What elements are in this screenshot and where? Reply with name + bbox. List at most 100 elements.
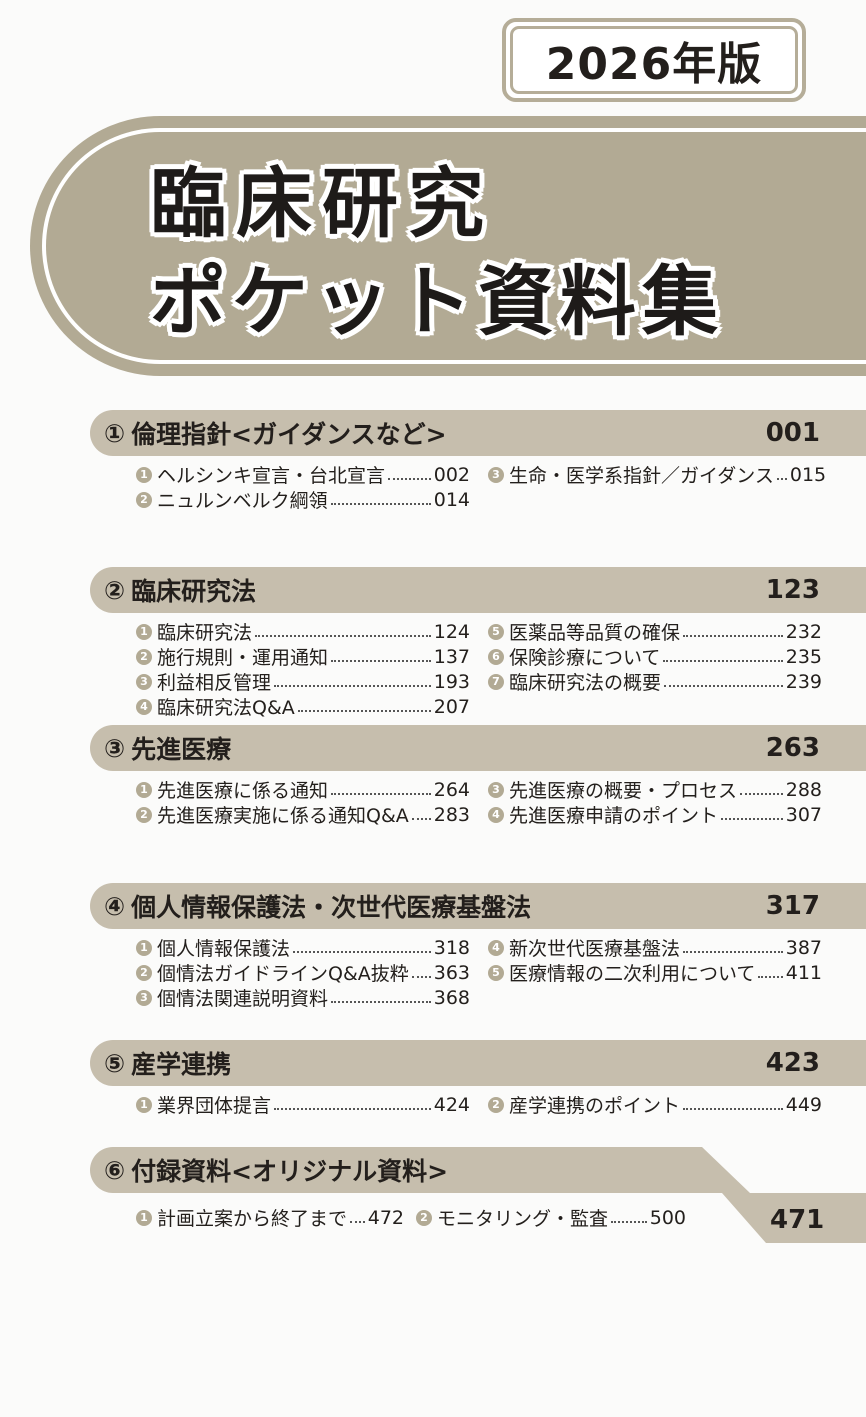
section-number: ① bbox=[104, 418, 126, 448]
toc-item[interactable]: 2 施行規則・運用通知 137 bbox=[136, 644, 470, 669]
item-page: 015 bbox=[789, 463, 827, 486]
dot-leader bbox=[683, 634, 783, 637]
toc-item[interactable]: 2 モニタリング・監査 500 bbox=[416, 1205, 686, 1230]
item-number-badge: 1 bbox=[136, 1209, 152, 1226]
item-page: 449 bbox=[785, 1093, 822, 1116]
item-page: 368 bbox=[433, 986, 470, 1009]
item-page: 363 bbox=[433, 961, 470, 984]
item-number-badge: 5 bbox=[488, 964, 504, 981]
toc-item[interactable]: 7 臨床研究法の概要 239 bbox=[488, 669, 822, 694]
item-label: 先進医療実施に係る通知Q&A bbox=[157, 805, 409, 827]
toc-item[interactable]: 2 ニュルンベルク綱領 014 bbox=[136, 487, 470, 512]
dot-leader bbox=[255, 634, 431, 637]
item-page: 318 bbox=[433, 936, 470, 959]
section-page: 123 bbox=[765, 575, 820, 605]
title-line-2: ポケット資料集 bbox=[150, 257, 724, 346]
dot-leader bbox=[274, 684, 431, 687]
item-number-badge: 2 bbox=[488, 1096, 504, 1113]
item-label: ヘルシンキ宣言・台北宣言 bbox=[157, 465, 386, 487]
section-title: 付録資料<オリジナル資料> bbox=[131, 1157, 449, 1186]
section-header[interactable]: ⑥ 付録資料<オリジナル資料> bbox=[90, 1147, 866, 1193]
section-5: ⑤ 産学連携 423 1 業界団体提言 424 2 産学連携のポイント 449 bbox=[90, 1040, 866, 1117]
section-number: ⑤ bbox=[104, 1048, 126, 1078]
dot-leader bbox=[297, 709, 431, 712]
section-title: 先進医療 bbox=[131, 735, 232, 764]
section-title: 産学連携 bbox=[131, 1050, 232, 1079]
item-number-badge: 2 bbox=[416, 1209, 432, 1226]
toc-item[interactable]: 1 臨床研究法 124 bbox=[136, 619, 470, 644]
section-header[interactable]: ① 倫理指針<ガイダンスなど> 001 bbox=[90, 410, 866, 456]
toc-item[interactable]: 2 先進医療実施に係る通知Q&A 283 bbox=[136, 802, 470, 827]
item-label: モニタリング・監査 bbox=[437, 1208, 609, 1230]
dot-leader bbox=[683, 950, 783, 953]
toc-item[interactable]: 1 業界団体提言 424 bbox=[136, 1092, 470, 1117]
toc-item[interactable]: 2 産学連携のポイント 449 bbox=[488, 1092, 822, 1117]
dot-leader bbox=[683, 1107, 783, 1110]
section-title: 個人情報保護法・次世代医療基盤法 bbox=[131, 893, 532, 922]
item-number-badge: 1 bbox=[136, 623, 152, 640]
section-4: ④ 個人情報保護法・次世代医療基盤法 317 1 個人情報保護法 318 2 個情法ガイドライ… bbox=[90, 883, 866, 1010]
item-number-badge: 5 bbox=[488, 623, 504, 640]
toc-item[interactable]: 1 個人情報保護法 318 bbox=[136, 935, 470, 960]
section-1: ① 倫理指針<ガイダンスなど> 001 1 ヘルシンキ宣言・台北宣言 002 2 ニュルンベル… bbox=[90, 410, 866, 512]
section-header[interactable]: ⑤ 産学連携 423 bbox=[90, 1040, 866, 1086]
toc-item[interactable]: 5 医薬品等品質の確保 232 bbox=[488, 619, 822, 644]
item-page: 014 bbox=[433, 488, 470, 511]
section-page: 471 bbox=[770, 1205, 825, 1235]
section-page: 001 bbox=[765, 418, 820, 448]
item-label: 先進医療の概要・プロセス bbox=[509, 780, 738, 802]
item-label: ニュルンベルク綱領 bbox=[157, 490, 328, 512]
title-banner bbox=[30, 116, 866, 376]
item-label: 施行規則・運用通知 bbox=[157, 647, 329, 669]
toc-item[interactable]: 4 臨床研究法Q&A 207 bbox=[136, 694, 470, 719]
section-header[interactable]: ② 臨床研究法 123 bbox=[90, 567, 866, 613]
item-label: 医療情報の二次利用について bbox=[509, 963, 756, 985]
toc-item[interactable]: 1 先進医療に係る通知 264 bbox=[136, 777, 470, 802]
toc-item[interactable]: 3 先進医療の概要・プロセス 288 bbox=[488, 777, 822, 802]
item-label: 先進医療申請のポイント bbox=[509, 805, 719, 827]
dot-leader bbox=[331, 792, 431, 795]
section-bar-shape bbox=[90, 1147, 866, 1243]
item-label: 臨床研究法の概要 bbox=[509, 672, 662, 694]
section-3: ③ 先進医療 263 1 先進医療に係る通知 264 2 先進医療実施に係る通知Q&A 283 3… bbox=[90, 725, 866, 827]
item-page: 307 bbox=[785, 803, 822, 826]
dot-leader bbox=[331, 659, 431, 662]
item-number-badge: 1 bbox=[136, 466, 152, 483]
section-title: 倫理指針<ガイダンスなど> bbox=[131, 420, 447, 449]
toc-item[interactable]: 3 個情法関連説明資料 368 bbox=[136, 985, 470, 1010]
item-number-badge: 6 bbox=[488, 648, 504, 665]
section-2: ② 臨床研究法 123 1 臨床研究法 124 2 施行規則・運用通知 137 3 利益相反管理 19… bbox=[90, 567, 866, 719]
section-header[interactable]: ④ 個人情報保護法・次世代医療基盤法 317 bbox=[90, 883, 866, 929]
toc-item[interactable]: 4 先進医療申請のポイント 307 bbox=[488, 802, 822, 827]
item-label: 利益相反管理 bbox=[157, 672, 272, 694]
item-number-badge: 2 bbox=[136, 491, 152, 508]
dot-leader bbox=[331, 1000, 431, 1003]
toc-item[interactable]: 1 計画立案から終了まで 472 bbox=[136, 1205, 404, 1230]
dot-leader bbox=[721, 817, 783, 820]
item-page: 232 bbox=[785, 620, 822, 643]
edition-label: 2026年版 bbox=[510, 26, 798, 94]
toc-item[interactable]: 3 生命・医学系指針／ガイダンス 015 bbox=[488, 462, 826, 487]
toc-item[interactable]: 3 利益相反管理 193 bbox=[136, 669, 470, 694]
item-label: 医薬品等品質の確保 bbox=[509, 622, 681, 644]
item-number-badge: 1 bbox=[136, 781, 152, 798]
dot-leader bbox=[274, 1107, 431, 1110]
item-label: 臨床研究法 bbox=[157, 622, 253, 644]
section-number: ⑥ bbox=[104, 1155, 126, 1185]
item-number-badge: 4 bbox=[136, 698, 152, 715]
item-number-badge: 1 bbox=[136, 939, 152, 956]
item-number-badge: 4 bbox=[488, 939, 504, 956]
toc-item[interactable]: 6 保険診療について 235 bbox=[488, 644, 822, 669]
dot-leader bbox=[411, 975, 431, 978]
toc-item[interactable]: 2 個情法ガイドラインQ&A抜粋 363 bbox=[136, 960, 470, 985]
toc-item[interactable]: 5 医療情報の二次利用について 411 bbox=[488, 960, 822, 985]
item-page: 002 bbox=[433, 463, 470, 486]
section-header[interactable]: ③ 先進医療 263 bbox=[90, 725, 866, 771]
item-number-badge: 3 bbox=[488, 781, 504, 798]
toc-item[interactable]: 4 新次世代医療基盤法 387 bbox=[488, 935, 822, 960]
section-page: 317 bbox=[765, 891, 820, 921]
item-number-badge: 4 bbox=[488, 806, 504, 823]
dot-leader bbox=[411, 817, 431, 820]
toc-item[interactable]: 1 ヘルシンキ宣言・台北宣言 002 bbox=[136, 462, 470, 487]
item-page: 500 bbox=[649, 1206, 686, 1229]
